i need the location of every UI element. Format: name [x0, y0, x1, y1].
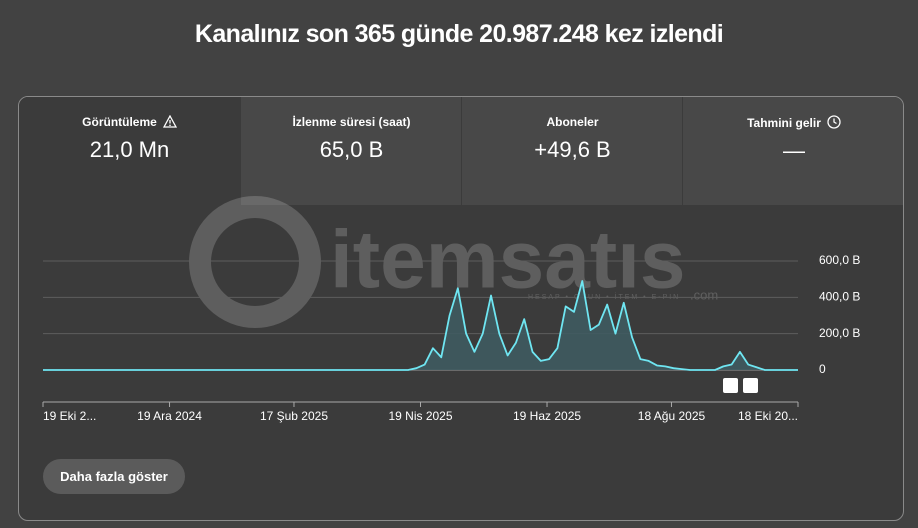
- show-more-button[interactable]: Daha fazla göster: [43, 459, 185, 494]
- metric-value: 65,0 B: [319, 137, 384, 162]
- metric-label: İzlenme süresi (saat): [292, 115, 411, 129]
- metric-value: 21,0 Mn: [89, 137, 170, 162]
- warning-icon: [162, 115, 177, 128]
- analytics-card: Görüntüleme 21,0 Mn İzlenme süresi (saat…: [18, 96, 904, 521]
- metric-tab[interactable]: İzlenme süresi (saat) 65,0 B: [240, 97, 462, 205]
- metric-tab[interactable]: Tahmini gelir —: [682, 97, 903, 205]
- metric-label: Tahmini gelir: [747, 116, 821, 130]
- page-title: Kanalınız son 365 günde 20.987.248 kez i…: [194, 20, 724, 48]
- metric-value: +49,6 B: [534, 137, 611, 162]
- metric-value: —: [783, 138, 805, 163]
- clock-icon: [827, 115, 841, 129]
- metric-tab[interactable]: Görüntüleme 21,0 Mn: [19, 97, 240, 205]
- metric-label: Aboneler: [546, 115, 599, 129]
- metric-label: Görüntüleme: [82, 115, 157, 129]
- metric-tab[interactable]: Aboneler +49,6 B: [461, 97, 683, 205]
